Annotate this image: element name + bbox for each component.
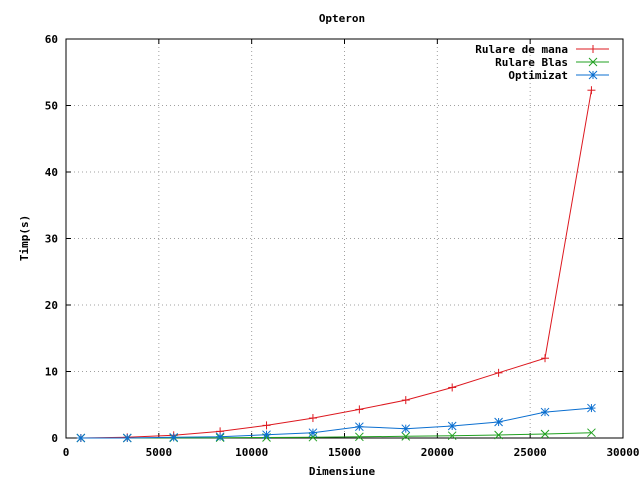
data-point bbox=[262, 421, 271, 430]
data-point bbox=[448, 383, 457, 392]
plot-frame bbox=[65, 38, 624, 439]
y-axis-label: Timp(s) bbox=[18, 215, 31, 261]
data-point bbox=[401, 431, 411, 441]
x-tick-label: 10000 bbox=[235, 446, 268, 459]
y-tick-label: 60 bbox=[45, 33, 58, 46]
data-point bbox=[494, 417, 503, 427]
data-point bbox=[308, 432, 318, 442]
data-point bbox=[401, 424, 411, 434]
data-point bbox=[169, 432, 179, 442]
data-point bbox=[354, 432, 364, 442]
x-tick-label: 25000 bbox=[514, 446, 547, 459]
x-axis-label: Dimensiune bbox=[309, 465, 376, 478]
legend-label: Rulare Blas bbox=[495, 56, 568, 69]
data-point bbox=[308, 428, 318, 438]
series-1 bbox=[76, 428, 596, 443]
legend-marker bbox=[588, 57, 598, 67]
data-point bbox=[76, 433, 86, 443]
data-point bbox=[308, 414, 317, 423]
grid-layer bbox=[66, 39, 623, 438]
tick-layer: 0 5000 10000 15000 20000 25000 30000 0 10 20 30 40 5… bbox=[45, 33, 640, 459]
data-point bbox=[494, 430, 503, 440]
chart-title: Opteron bbox=[319, 12, 365, 25]
data-point bbox=[262, 430, 271, 440]
series-line bbox=[80, 407, 592, 439]
y-tick-label: 20 bbox=[45, 299, 58, 312]
x-tick-label: 15000 bbox=[328, 446, 361, 459]
series-0 bbox=[76, 86, 596, 442]
data-point bbox=[354, 422, 364, 432]
legend-label: Rulare de mana bbox=[475, 43, 568, 56]
x-tick-label: 20000 bbox=[421, 446, 454, 459]
y-tick-label: 10 bbox=[45, 366, 58, 379]
x-tick-label: 5000 bbox=[146, 446, 173, 459]
data-point bbox=[355, 405, 364, 414]
y-tick-label: 40 bbox=[45, 166, 58, 179]
data-point bbox=[122, 433, 132, 443]
y-tick-label: 0 bbox=[51, 432, 58, 445]
legend-label: Optimizat bbox=[508, 69, 568, 82]
data-point bbox=[587, 86, 596, 95]
data-point bbox=[540, 407, 550, 417]
data-point bbox=[401, 396, 410, 405]
data-point bbox=[540, 429, 550, 439]
data-point bbox=[447, 421, 457, 431]
series-line bbox=[80, 90, 592, 439]
legend-marker bbox=[589, 45, 597, 53]
data-point bbox=[541, 354, 550, 363]
data-point bbox=[494, 368, 503, 377]
series-2 bbox=[76, 403, 596, 443]
series-layer bbox=[76, 86, 596, 443]
legend-marker bbox=[588, 70, 598, 80]
x-tick-label: 0 bbox=[63, 446, 70, 459]
y-tick-label: 30 bbox=[45, 233, 58, 246]
data-point bbox=[587, 403, 596, 413]
data-point bbox=[447, 431, 457, 441]
data-point bbox=[587, 428, 596, 438]
x-tick-label: 30000 bbox=[606, 446, 639, 459]
data-point bbox=[215, 432, 225, 442]
y-tick-label: 50 bbox=[45, 100, 58, 113]
